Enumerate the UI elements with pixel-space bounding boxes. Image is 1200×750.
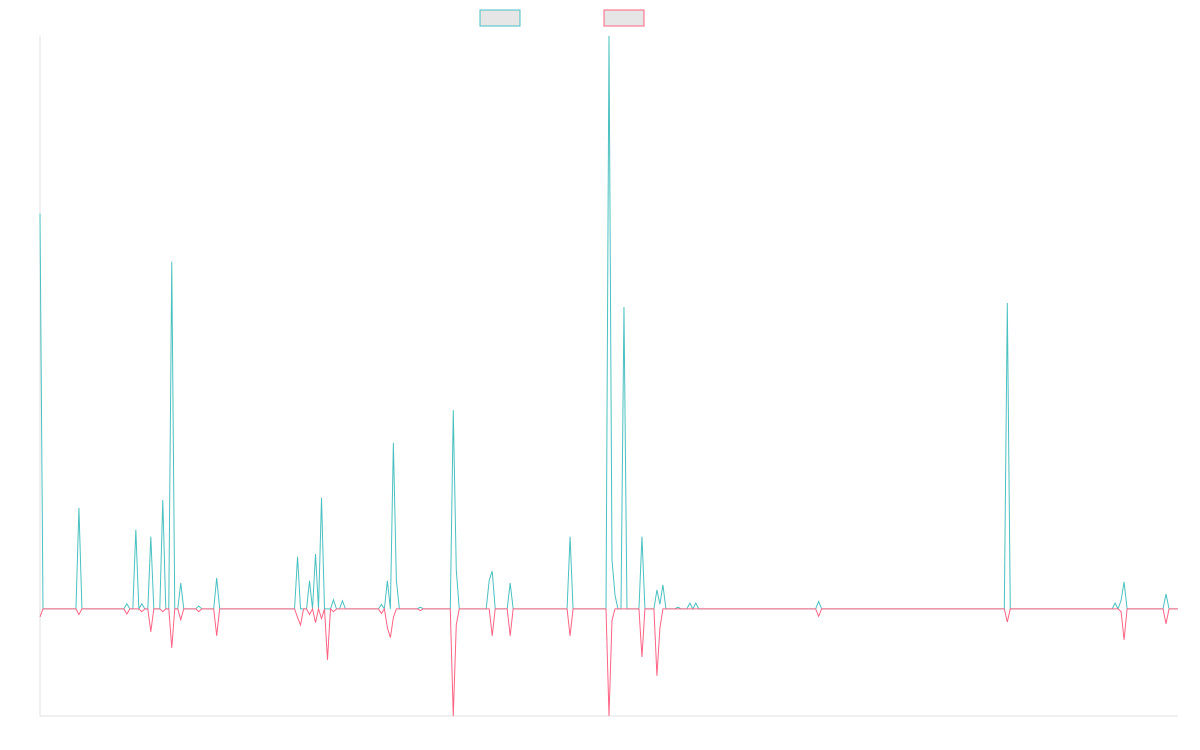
series-line: [39, 606, 1178, 717]
legend-swatch[interactable]: [479, 9, 521, 27]
series-line: [39, 35, 1178, 611]
legend-swatch[interactable]: [603, 9, 645, 27]
